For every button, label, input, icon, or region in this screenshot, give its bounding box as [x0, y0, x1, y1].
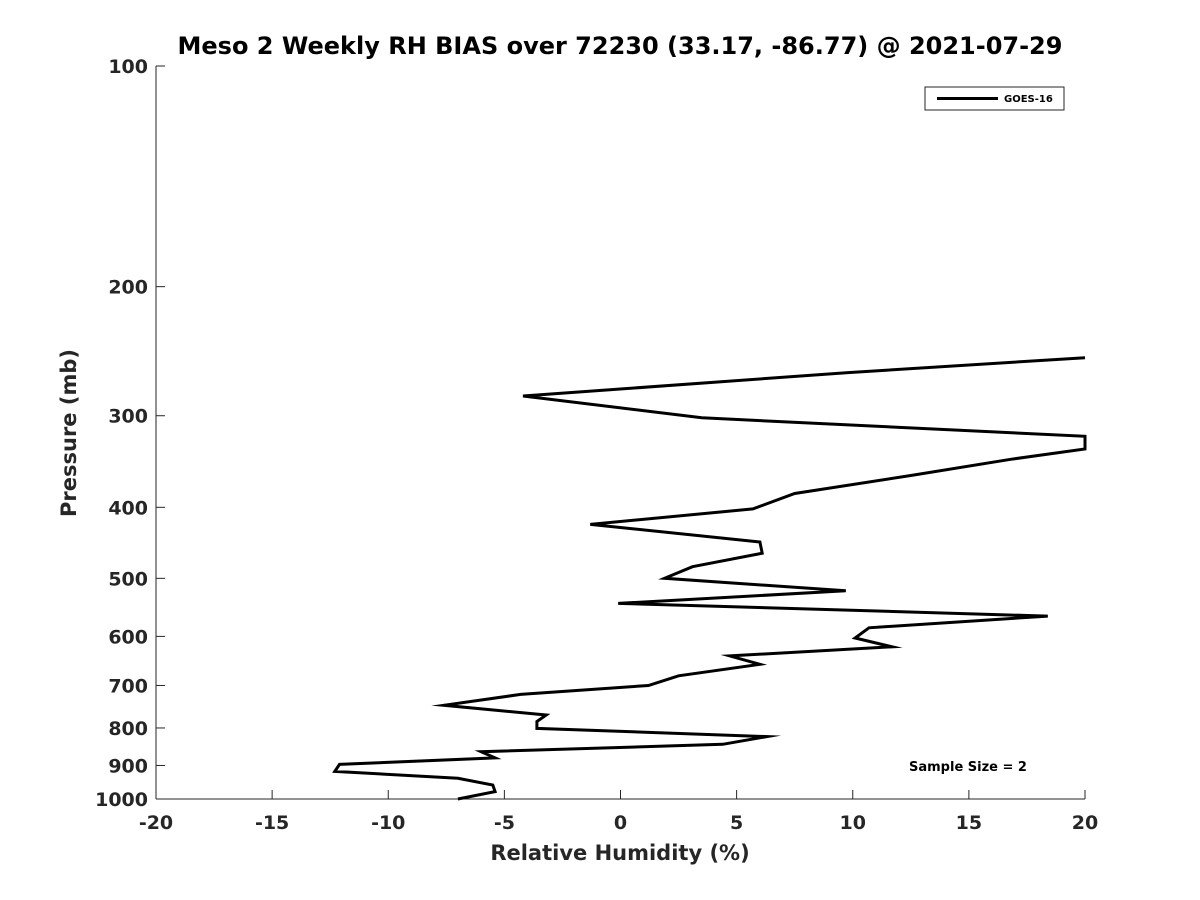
- x-tick-label: -15: [255, 812, 289, 834]
- x-tick-label: -10: [371, 812, 405, 834]
- ticks: -20 -15 -10 -5 0 5 10 15 20 100 200 300 400 500 600 700…: [95, 56, 1098, 834]
- legend-label: GOES-16: [1004, 94, 1053, 105]
- y-axis-label: Pressure (mb): [57, 349, 81, 517]
- y-tick-label: 1000: [95, 789, 148, 811]
- legend: GOES-16: [924, 86, 1065, 111]
- x-tick-label: -5: [494, 812, 515, 834]
- chart-title: Meso 2 Weekly RH BIAS over 72230 (33.17,…: [178, 32, 1063, 60]
- series-layer: [332, 356, 1087, 801]
- y-tick-label: 300: [108, 406, 148, 428]
- y-tick-label: 900: [108, 755, 148, 777]
- y-tick-label: 600: [108, 626, 148, 648]
- y-tick-label: 700: [108, 675, 148, 697]
- x-tick-label: 10: [840, 812, 866, 834]
- x-tick-label: 20: [1072, 812, 1098, 834]
- y-tick-label: 200: [108, 277, 148, 299]
- x-axis-label: Relative Humidity (%): [490, 841, 749, 865]
- series-line-goes-16: [332, 356, 1087, 801]
- x-tick-label: 15: [956, 812, 982, 834]
- sample-size-annotation: Sample Size = 2: [909, 760, 1027, 775]
- x-tick-label: -20: [139, 812, 173, 834]
- x-tick-label: 0: [614, 812, 627, 834]
- y-tick-label: 800: [108, 718, 148, 740]
- y-tick-label: 400: [108, 497, 148, 519]
- y-tick-label: 100: [108, 56, 148, 78]
- x-tick-label: 5: [730, 812, 743, 834]
- y-tick-label: 500: [108, 568, 148, 590]
